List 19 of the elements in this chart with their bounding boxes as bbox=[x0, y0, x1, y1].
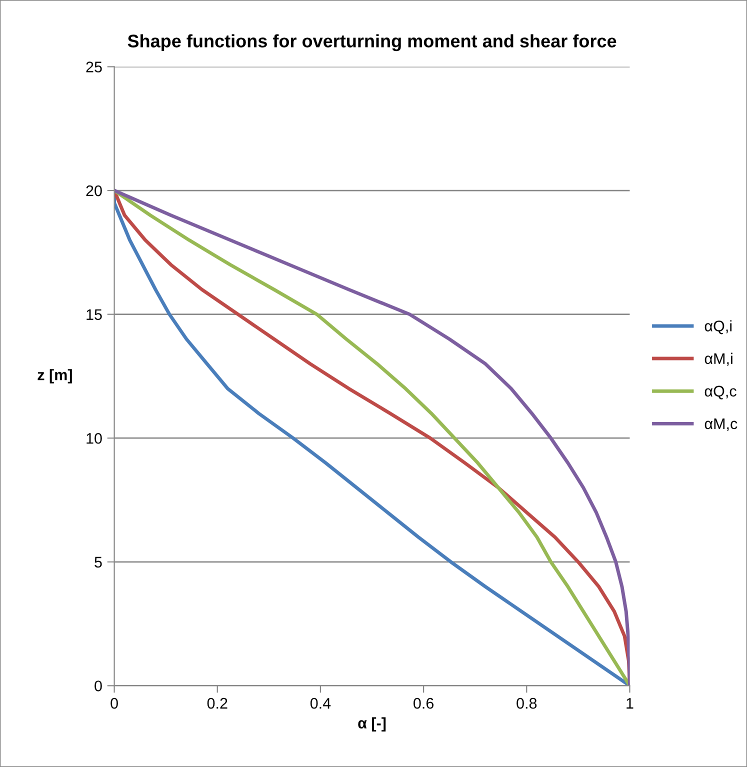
y-tick-label: 25 bbox=[86, 62, 102, 72]
y-axis-title: z [m] bbox=[38, 369, 72, 384]
x-tick-label: 0.6 bbox=[414, 698, 434, 709]
legend-label: αM,i bbox=[704, 352, 732, 366]
y-tick-label: 10 bbox=[86, 432, 102, 444]
x-tick-label: 1 bbox=[626, 698, 634, 709]
y-tick-label: 20 bbox=[86, 185, 102, 196]
legend-label: αQ,c bbox=[704, 386, 736, 400]
x-tick-label: 0.2 bbox=[207, 698, 228, 709]
y-tick-label: 15 bbox=[86, 309, 102, 320]
x-axis-title: α [-] bbox=[358, 717, 386, 732]
legend-label: αM,c bbox=[704, 418, 738, 431]
legend-label: αQ,i bbox=[704, 320, 732, 334]
x-tick-label: 0.4 bbox=[310, 698, 331, 709]
x-tick-label: 0.8 bbox=[516, 698, 537, 709]
y-tick-label: 0 bbox=[94, 680, 102, 692]
chart-title: Shape functions for overturning moment and shear force bbox=[128, 34, 616, 52]
y-tick-label: 5 bbox=[94, 556, 102, 568]
x-tick-label: 0 bbox=[110, 698, 118, 709]
